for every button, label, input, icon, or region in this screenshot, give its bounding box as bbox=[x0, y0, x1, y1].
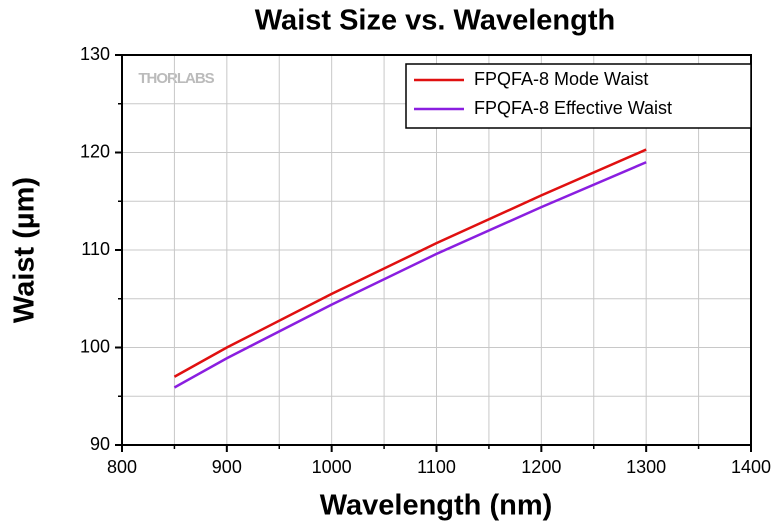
y-tick-label: 120 bbox=[80, 141, 110, 161]
legend-label: FPQFA-8 Mode Waist bbox=[474, 69, 648, 89]
plot-frame bbox=[121, 54, 752, 446]
x-tick-label: 1400 bbox=[731, 457, 771, 477]
legend-box bbox=[405, 63, 752, 129]
x-tick-label: 1200 bbox=[521, 457, 561, 477]
watermark: THORLABS bbox=[138, 70, 214, 87]
chart-title: Waist Size vs. Wavelength bbox=[255, 5, 615, 37]
legend-label: FPQFA-8 Effective Waist bbox=[474, 98, 672, 118]
series-line bbox=[173, 148, 647, 378]
y-axis-label: Waist (µm) bbox=[9, 177, 41, 323]
x-axis-label: Wavelength (nm) bbox=[320, 490, 553, 522]
x-tick-label: 1300 bbox=[626, 457, 666, 477]
x-tick-label: 800 bbox=[107, 457, 137, 477]
y-tick-label: 130 bbox=[80, 44, 110, 64]
y-tick-label: 100 bbox=[80, 336, 110, 356]
x-tick-label: 1000 bbox=[312, 457, 352, 477]
y-tick-label: 110 bbox=[81, 239, 110, 259]
series-line bbox=[173, 161, 647, 389]
y-tick-label: 90 bbox=[90, 434, 110, 454]
x-tick-label: 1100 bbox=[417, 457, 456, 477]
x-tick-label: 900 bbox=[212, 457, 242, 477]
